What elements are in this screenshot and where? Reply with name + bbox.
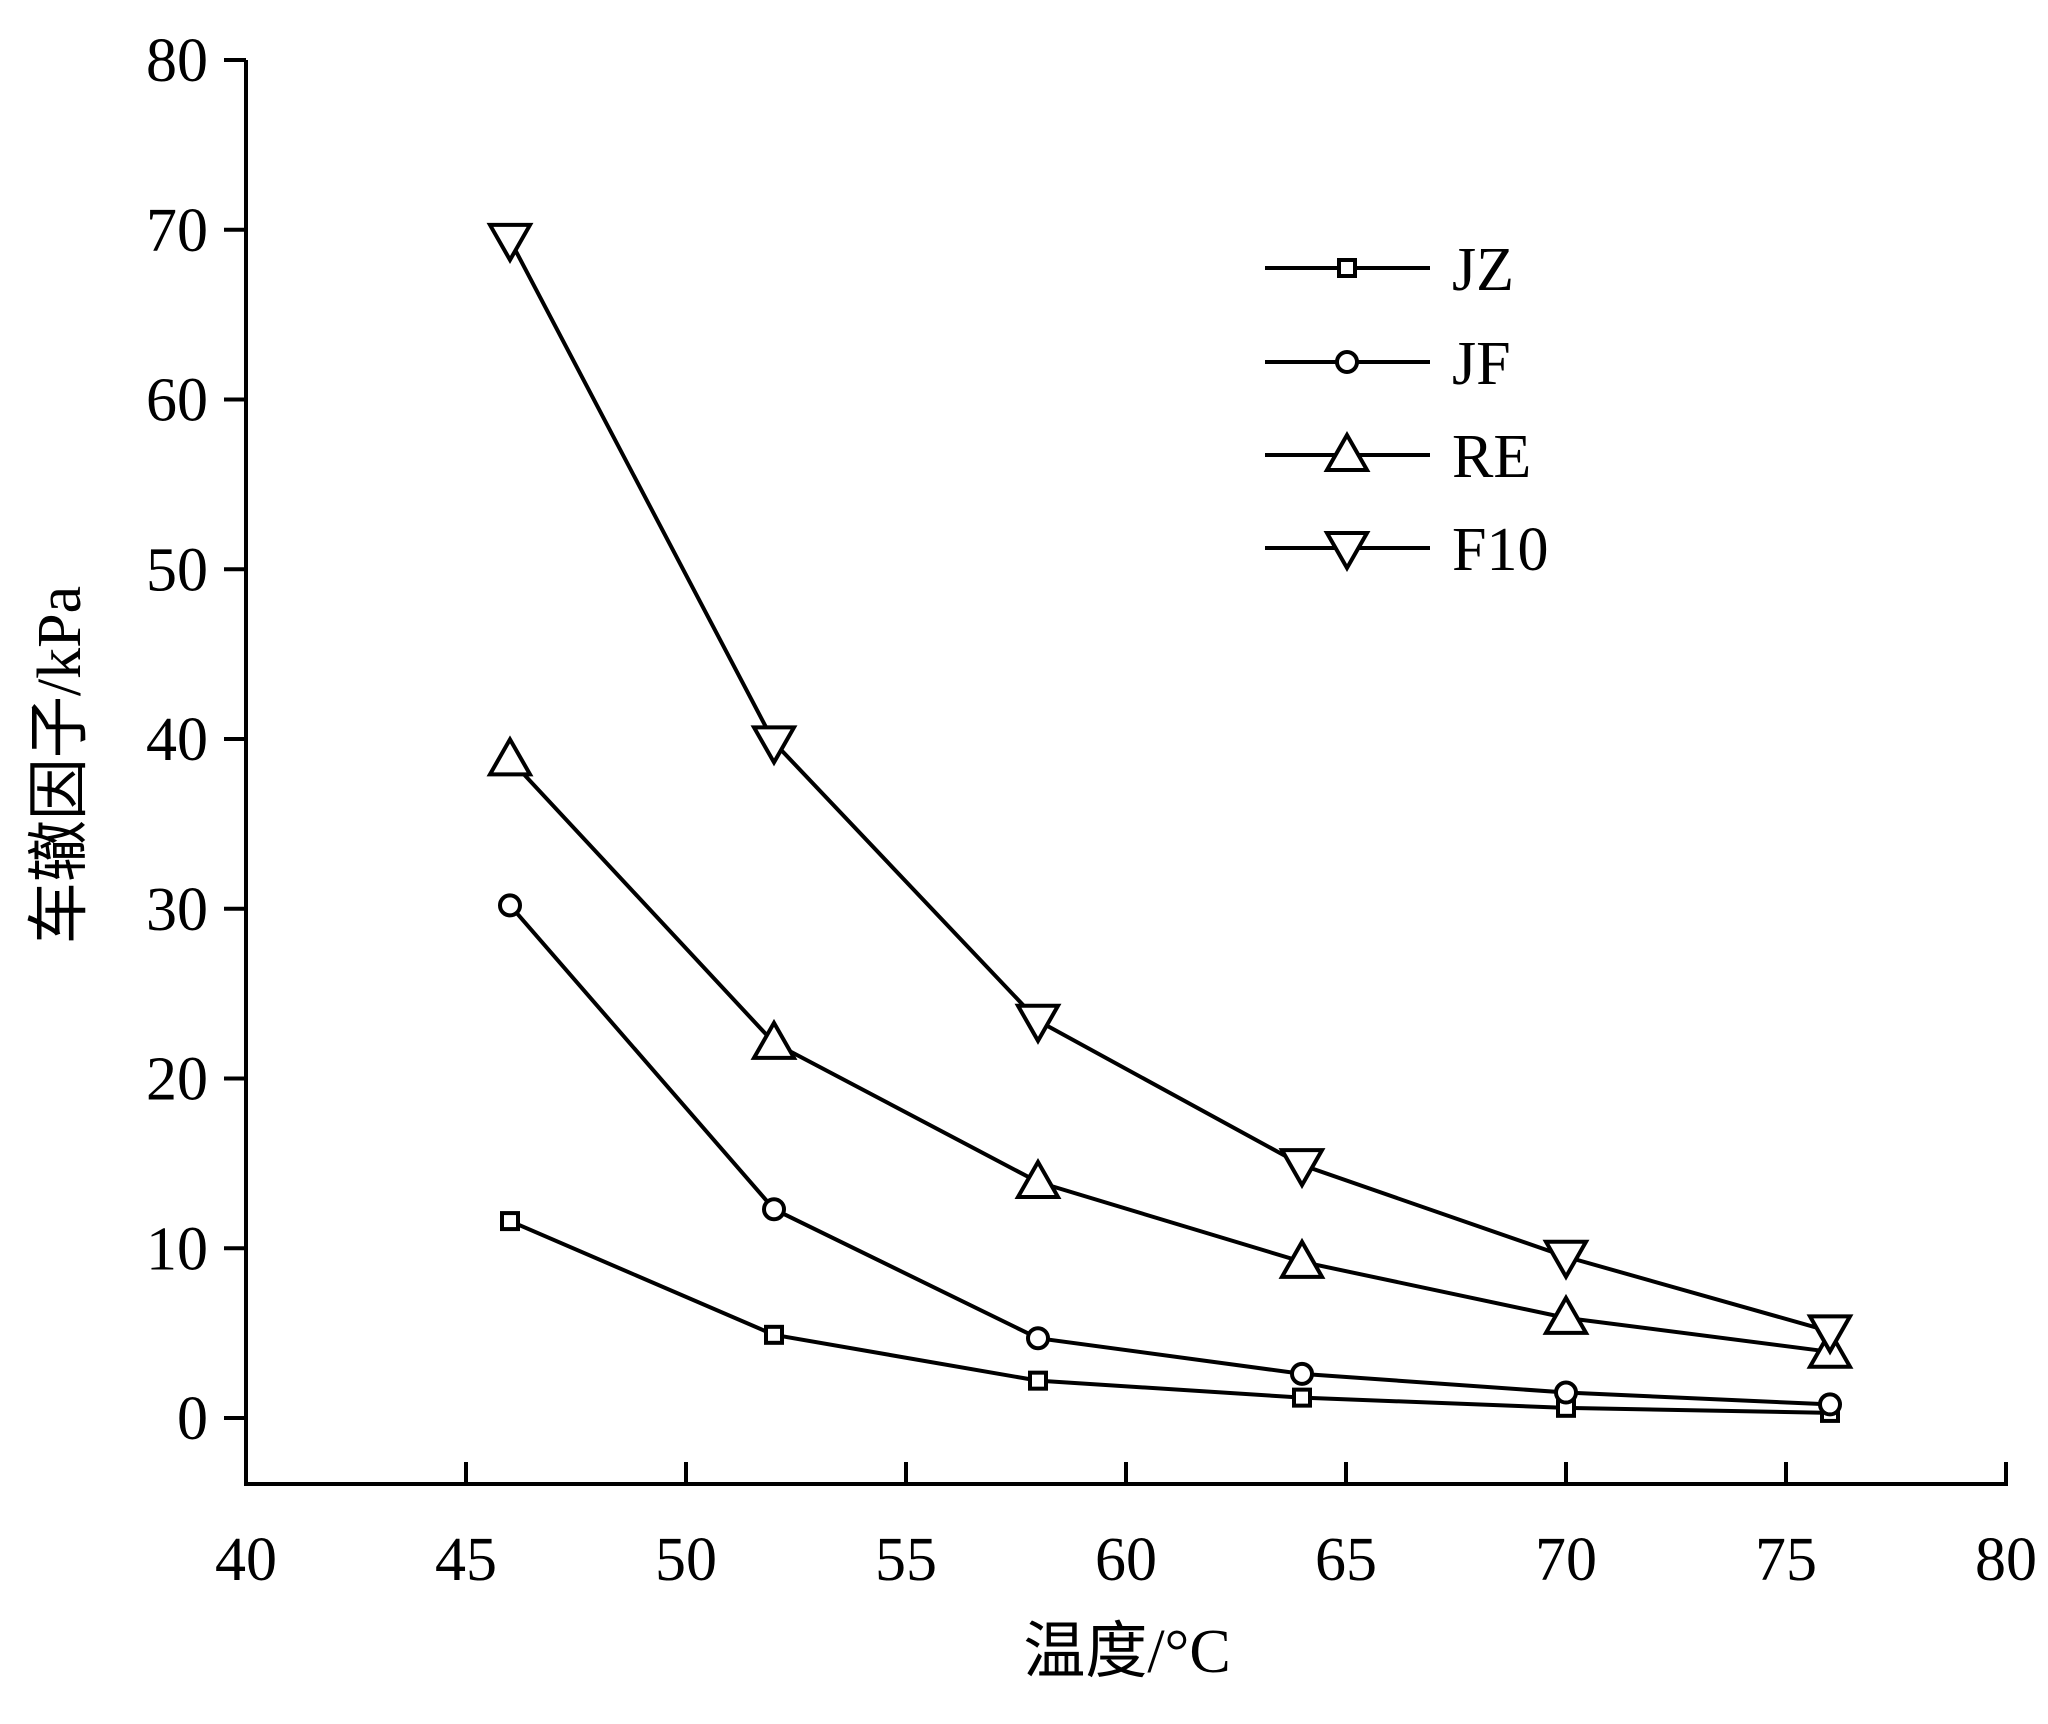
data-point-jz	[1292, 1387, 1312, 1408]
y-tick-label: 0	[177, 1385, 208, 1453]
y-tick-label: 60	[146, 367, 208, 435]
legend: JZ JF RE F10	[1265, 236, 1548, 584]
x-tick-label: 50	[655, 1526, 717, 1594]
series-f10	[486, 222, 1854, 1356]
series-jz	[500, 1211, 1840, 1423]
y-axis-title: 车辙因子/kPa	[26, 586, 94, 944]
x-tick-label: 45	[435, 1526, 497, 1594]
legend-marker	[1323, 430, 1371, 472]
legend-item-re: RE	[1265, 423, 1531, 491]
x-tick-label: 60	[1095, 1526, 1157, 1594]
series-line-re	[508, 758, 1831, 1354]
y-tick-label: 80	[146, 27, 208, 95]
x-tick-label: 80	[1975, 1526, 2037, 1594]
legend-marker	[1337, 258, 1357, 278]
x-ticks: 40 45 50 55 60 65 70 75 80	[215, 1462, 2037, 1594]
data-point-jf	[1290, 1361, 1314, 1386]
legend-item-jz: JZ	[1265, 236, 1514, 304]
y-tick-label: 40	[146, 706, 208, 774]
legend-label: RE	[1452, 423, 1531, 491]
data-point-jz	[500, 1211, 520, 1232]
legend-label: JF	[1452, 330, 1511, 398]
data-point-f10	[486, 222, 534, 264]
y-tick-label: 30	[146, 876, 208, 944]
series-jf	[498, 893, 1842, 1417]
legend-item-f10: F10	[1265, 516, 1548, 584]
data-point-re	[1014, 1158, 1062, 1200]
data-point-jf	[762, 1197, 786, 1222]
data-point-jf	[1026, 1326, 1050, 1351]
data-point-jf	[1818, 1392, 1842, 1417]
series-line-jz	[509, 1219, 1831, 1415]
x-tick-label: 75	[1755, 1526, 1817, 1594]
x-tick-label: 70	[1535, 1526, 1597, 1594]
data-point-f10	[1278, 1148, 1326, 1190]
series-line-f10	[508, 239, 1831, 1334]
x-tick-label: 65	[1315, 1526, 1377, 1594]
series-re	[486, 735, 1854, 1369]
legend-label: JZ	[1452, 236, 1514, 304]
data-point-jz	[764, 1324, 784, 1345]
y-ticks: 0 10 20 30 40 50 60 70 80	[146, 27, 246, 1453]
data-point-f10	[750, 725, 798, 767]
y-tick-label: 20	[146, 1046, 208, 1114]
legend-item-jf: JF	[1265, 330, 1511, 398]
x-tick-label: 40	[215, 1526, 277, 1594]
data-point-jz	[1028, 1370, 1048, 1391]
series-layer	[486, 222, 1854, 1423]
legend-marker	[1323, 531, 1371, 573]
data-point-jf	[1554, 1380, 1578, 1405]
legend-label: F10	[1452, 516, 1548, 584]
legend-marker	[1335, 350, 1359, 374]
y-tick-label: 50	[146, 536, 208, 604]
x-axis-title: 温度/°C	[1023, 1618, 1230, 1686]
x-tick-label: 55	[875, 1526, 937, 1594]
data-point-re	[750, 1018, 798, 1060]
data-point-f10	[1014, 1003, 1062, 1045]
y-tick-label: 70	[146, 197, 208, 265]
data-point-re	[486, 735, 534, 777]
data-point-f10	[1806, 1314, 1854, 1356]
y-tick-label: 10	[146, 1215, 208, 1283]
series-line-jf	[508, 904, 1831, 1407]
data-point-re	[1278, 1237, 1326, 1279]
data-point-jf	[498, 893, 522, 918]
data-point-f10	[1542, 1239, 1590, 1281]
data-point-re	[1542, 1293, 1590, 1335]
